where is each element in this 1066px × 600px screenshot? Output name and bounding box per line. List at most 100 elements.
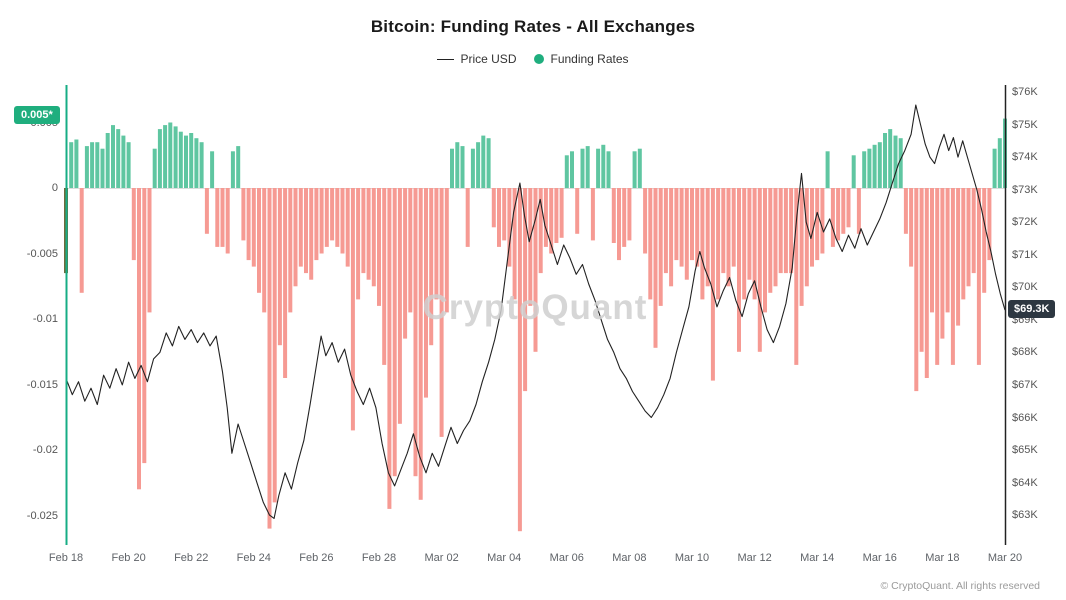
funding-bar[interactable] [663,188,668,274]
funding-bar[interactable] [366,188,371,280]
funding-bar[interactable] [528,188,533,306]
funding-bar[interactable] [836,188,841,241]
funding-bar[interactable] [966,188,971,287]
funding-bar[interactable] [413,188,418,477]
funding-bar[interactable] [204,188,209,234]
funding-bar[interactable] [976,188,981,365]
funding-bar[interactable] [356,188,361,300]
funding-bar[interactable] [460,146,465,188]
funding-bar[interactable] [783,188,788,274]
funding-bar[interactable] [418,188,423,500]
funding-bar[interactable] [476,142,481,188]
funding-bar[interactable] [262,188,267,313]
funding-bar[interactable] [194,138,199,188]
funding-bar[interactable] [679,188,684,267]
funding-bar[interactable] [763,188,767,313]
funding-bar[interactable] [90,142,95,188]
funding-bar[interactable] [742,188,747,300]
funding-bar[interactable] [502,188,507,241]
funding-bar[interactable] [700,188,705,300]
funding-bar[interactable] [157,129,162,188]
funding-bar[interactable] [987,188,992,261]
funding-bar[interactable] [95,142,100,188]
funding-bar[interactable] [277,188,282,346]
funding-bar[interactable] [601,144,606,188]
funding-bar[interactable] [669,188,674,287]
funding-bar[interactable] [768,188,773,293]
funding-bar[interactable] [830,188,835,247]
funding-bar[interactable] [314,188,319,261]
funding-bar[interactable] [872,144,877,188]
funding-bar[interactable] [982,188,987,293]
funding-bar[interactable] [538,188,543,274]
funding-bar[interactable] [909,188,914,267]
funding-bar[interactable] [111,125,115,188]
funding-bar[interactable] [851,155,856,189]
funding-bar[interactable] [903,188,908,234]
funding-bar[interactable] [184,135,188,188]
funding-bar[interactable] [74,139,79,189]
funding-bar[interactable] [794,188,799,365]
funding-bar[interactable] [919,188,924,352]
funding-bar[interactable] [168,122,173,189]
funding-bar[interactable] [377,188,381,306]
funding-bar[interactable] [361,188,366,274]
funding-bar[interactable] [319,188,324,254]
legend-item-price-usd[interactable]: Price USD [437,52,516,66]
funding-bar[interactable] [940,188,945,339]
funding-bar[interactable] [283,188,288,378]
funding-bar[interactable] [997,138,1002,188]
funding-bar[interactable] [841,188,846,234]
funding-bar[interactable] [403,188,408,339]
funding-bar[interactable] [778,188,783,274]
funding-bar[interactable] [298,188,303,267]
funding-bar[interactable] [575,188,580,234]
funding-bar[interactable] [731,188,736,267]
funding-bar[interactable] [397,188,402,424]
funding-bar[interactable] [497,188,501,247]
funding-bar[interactable] [757,188,762,352]
funding-bar[interactable] [178,131,183,188]
funding-bar[interactable] [309,188,314,280]
funding-bar[interactable] [564,155,569,189]
funding-bar[interactable] [236,146,241,188]
funding-bar[interactable] [627,188,632,241]
funding-bar[interactable] [429,188,434,346]
funding-bar[interactable] [554,188,559,243]
funding-bar[interactable] [648,188,653,300]
funding-bar[interactable] [856,188,861,234]
funding-bar[interactable] [695,188,700,267]
funding-bar[interactable] [439,188,444,437]
funding-bar[interactable] [570,151,574,188]
funding-bar[interactable] [930,188,934,313]
funding-bar[interactable] [961,188,966,300]
funding-bar[interactable] [371,188,376,287]
funding-bar[interactable] [914,188,919,392]
funding-bar[interactable] [617,188,621,261]
funding-bar[interactable] [705,188,710,287]
funding-bar[interactable] [804,188,809,287]
funding-bar[interactable] [747,188,752,280]
funding-bar[interactable] [898,138,903,188]
funding-bar[interactable] [408,188,413,313]
funding-bar[interactable] [470,148,475,188]
funding-bar[interactable] [147,188,152,313]
funding-bar[interactable] [752,188,757,300]
funding-bar[interactable] [585,146,590,188]
funding-bar[interactable] [653,188,658,348]
funding-bar[interactable] [84,146,89,188]
funding-bar[interactable] [345,188,350,267]
funding-bar[interactable] [304,188,308,274]
funding-bar[interactable] [100,148,105,188]
funding-bar[interactable] [189,133,194,188]
funding-bar[interactable] [486,138,491,188]
funding-bar[interactable] [637,148,642,188]
funding-bar[interactable] [590,188,595,241]
funding-bar[interactable] [121,135,126,188]
funding-bar[interactable] [935,188,940,365]
funding-bar[interactable] [543,188,548,247]
funding-bar[interactable] [559,188,564,238]
funding-bar[interactable] [225,188,230,254]
funding-bar[interactable] [684,188,689,280]
